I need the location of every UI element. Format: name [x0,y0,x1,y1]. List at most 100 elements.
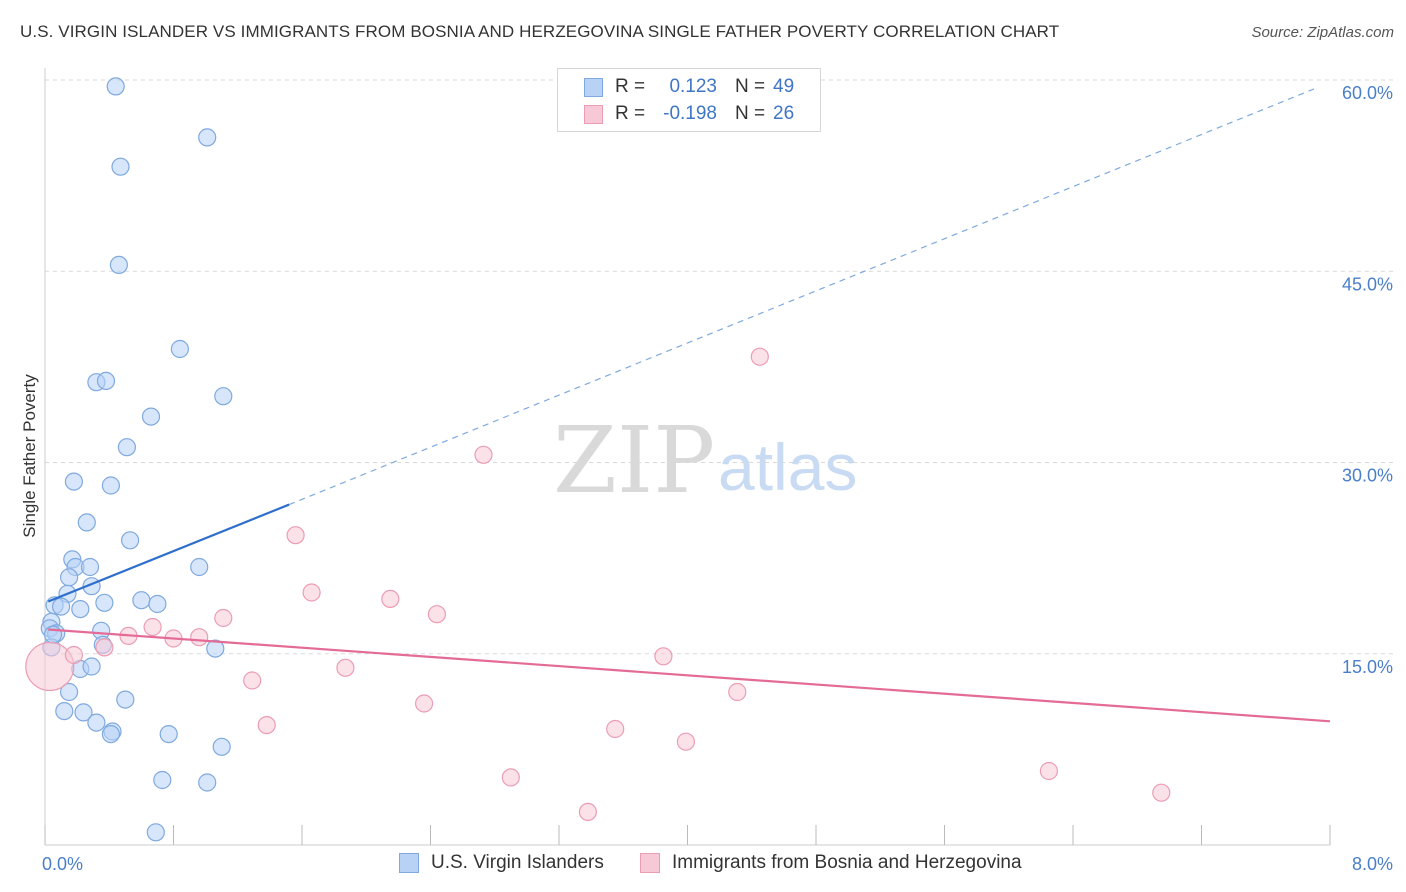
point-virgin-islanders [116,690,135,709]
point-bosnia-herzegovina [302,583,321,602]
grid-lines [45,79,1395,655]
x-tick-label: 0.0% [42,854,83,874]
point-virgin-islanders [132,591,151,610]
correlation-legend: R = 0.123 N = 49 R = -0.198 N = 26 [557,68,821,132]
watermark-atlas: atlas [718,430,857,504]
point-bosnia-herzegovina [676,732,696,751]
point-virgin-islanders [80,557,100,577]
series-legend-label: Immigrants from Bosnia and Herzegovina [672,852,1022,873]
trend-line-bosnia-herzegovina [48,628,1331,723]
source-label: Source: ZipAtlas.com [1251,24,1394,41]
point-bosnia-herzegovina [474,445,493,464]
point-virgin-islanders [43,625,63,644]
legend-n-value: 49 [773,76,795,97]
point-virgin-islanders [71,599,90,619]
legend-n-label: N = [735,76,766,97]
legend-r-label: R = [615,76,646,97]
point-virgin-islanders [198,773,217,792]
point-virgin-islanders [51,597,71,616]
point-bosnia-herzegovina [578,802,598,822]
point-bosnia-herzegovina [95,638,114,657]
point-bosnia-herzegovina [257,715,276,735]
legend-swatch-blue [584,77,603,97]
point-virgin-islanders [190,557,209,577]
point-bosnia-herzegovina [415,694,434,713]
legend-r-value: 0.123 [669,76,717,97]
y-tick-label: 30.0% [1342,466,1393,486]
data-points [25,77,1171,842]
point-virgin-islanders [198,128,217,147]
series-legend-item-blue: U.S. Virgin Islanders [399,852,604,874]
point-bosnia-herzegovina [654,647,673,666]
chart-title: U.S. VIRGIN ISLANDER VS IMMIGRANTS FROM … [20,22,1060,41]
point-virgin-islanders [109,255,129,274]
point-virgin-islanders [106,77,125,96]
x-tick-labels: 0.0% 8.0% [42,854,1393,874]
point-bosnia-herzegovina [427,605,446,624]
point-bosnia-herzegovina [214,608,233,628]
y-tick-label: 45.0% [1342,274,1393,294]
trend-line-extension [288,88,1315,506]
point-bosnia-herzegovina [728,682,747,702]
point-virgin-islanders [59,568,79,587]
point-virgin-islanders [212,737,231,756]
point-virgin-islanders [101,724,121,744]
point-virgin-islanders [121,531,140,550]
point-bosnia-herzegovina [381,589,400,609]
legend-n-value: 26 [773,103,795,124]
point-bosnia-herzegovina [750,347,769,366]
y-tick-label: 15.0% [1342,657,1393,677]
point-virgin-islanders [214,387,233,406]
point-virgin-islanders [74,703,93,722]
point-virgin-islanders [64,472,84,491]
point-virgin-islanders [148,594,167,614]
point-virgin-islanders [87,713,106,732]
series-swatch-pink [640,853,660,873]
point-bosnia-herzegovina [1039,761,1059,781]
point-bosnia-herzegovina [1152,783,1171,802]
y-tick-label: 60.0% [1342,83,1393,103]
axes [44,68,1331,846]
point-bosnia-herzegovina [243,671,262,690]
point-bosnia-herzegovina [25,641,75,692]
trend-lines [47,88,1331,723]
legend-n-label: N = [735,103,766,124]
point-virgin-islanders [159,724,178,744]
point-virgin-islanders [153,770,172,790]
point-virgin-islanders [206,639,225,658]
watermark-zip: ZIP [553,407,715,514]
series-legend: U.S. Virgin Islanders Immigrants from Bo… [0,852,1406,878]
series-legend-label: U.S. Virgin Islanders [431,852,604,873]
point-bosnia-herzegovina [606,719,625,739]
point-bosnia-herzegovina [336,658,355,677]
point-bosnia-herzegovina [190,628,209,647]
legend-row-pink: R = -0.198 N = 26 [584,101,794,127]
legend-r-label: R = [615,103,646,124]
point-virgin-islanders [146,823,165,842]
series-legend-item-pink: Immigrants from Bosnia and Herzegovina [640,852,1022,874]
point-bosnia-herzegovina [501,768,520,787]
point-virgin-islanders [111,157,130,176]
point-virgin-islanders [170,339,189,359]
watermark: ZIP atlas [553,407,857,514]
point-virgin-islanders [59,682,79,702]
legend-row-blue: R = 0.123 N = 49 [584,74,794,100]
point-virgin-islanders [95,593,114,612]
point-virgin-islanders [101,476,121,495]
point-bosnia-herzegovina [64,645,84,665]
legend-swatch-pink [584,104,603,124]
y-axis-title: Single Father Poverty [20,374,39,538]
series-swatch-blue [399,853,419,873]
point-virgin-islanders [82,657,101,676]
x-tick-label: 8.0% [1352,854,1393,874]
y-tick-labels: 15.0% 30.0% 45.0% 60.0% [1342,83,1393,677]
point-virgin-islanders [117,438,137,457]
point-virgin-islanders [96,371,116,390]
legend-r-value: -0.198 [663,103,717,124]
point-virgin-islanders [55,701,74,721]
point-virgin-islanders [141,407,161,426]
trend-line-virgin-islanders [47,503,290,603]
point-bosnia-herzegovina [286,526,305,545]
point-virgin-islanders [77,513,96,532]
